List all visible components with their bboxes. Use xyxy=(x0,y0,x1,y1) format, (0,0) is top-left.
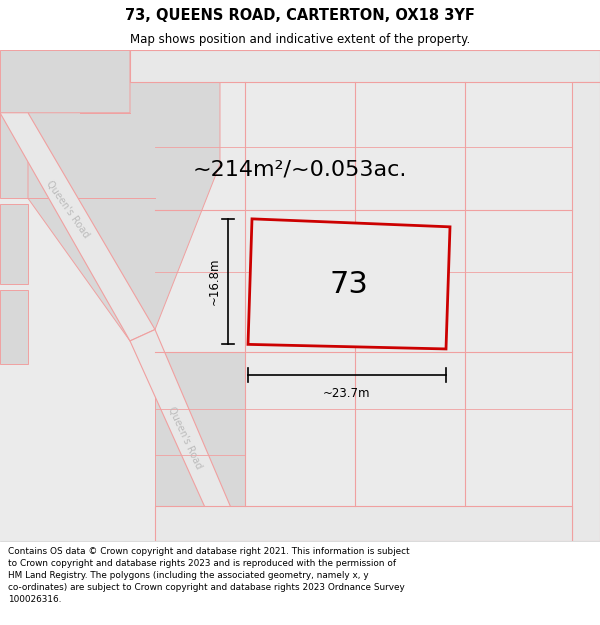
Text: Contains OS data © Crown copyright and database right 2021. This information is : Contains OS data © Crown copyright and d… xyxy=(8,548,409,604)
Polygon shape xyxy=(130,329,245,541)
Bar xyxy=(0,289,28,364)
Text: Map shows position and indicative extent of the property.: Map shows position and indicative extent… xyxy=(130,32,470,46)
Text: 73: 73 xyxy=(329,270,368,299)
Text: ~23.7m: ~23.7m xyxy=(323,387,371,400)
Polygon shape xyxy=(155,352,245,541)
Text: 73, QUEENS ROAD, CARTERTON, OX18 3YF: 73, QUEENS ROAD, CARTERTON, OX18 3YF xyxy=(125,8,475,22)
Polygon shape xyxy=(0,50,130,112)
Bar xyxy=(155,506,572,541)
Polygon shape xyxy=(0,112,155,341)
Bar xyxy=(0,112,28,198)
Text: ~16.8m: ~16.8m xyxy=(208,258,221,306)
Text: ~214m²/~0.053ac.: ~214m²/~0.053ac. xyxy=(193,160,407,180)
Polygon shape xyxy=(28,50,220,341)
Bar xyxy=(130,50,600,82)
Polygon shape xyxy=(248,219,450,349)
Text: Queen's Road: Queen's Road xyxy=(44,179,91,240)
Bar xyxy=(0,204,28,284)
Text: Queen's Road: Queen's Road xyxy=(166,405,204,471)
Bar xyxy=(572,82,600,541)
